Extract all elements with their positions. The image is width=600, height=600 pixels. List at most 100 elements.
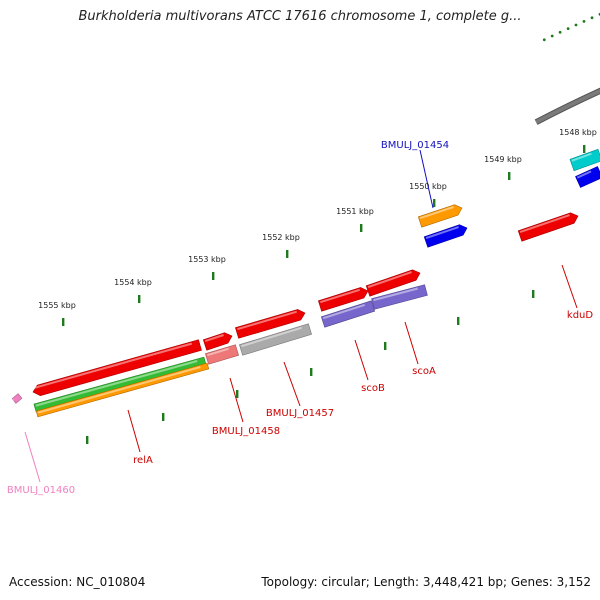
gene-body (417, 204, 463, 228)
major-tick (212, 272, 215, 280)
gene-bmulj-01457 (235, 309, 306, 339)
gene-bmulj-01454-orange (417, 204, 463, 228)
gene-highlight (367, 271, 412, 289)
genome-summary: Topology: circular; Length: 3,448,421 bp… (261, 575, 591, 589)
gene-highlight (204, 334, 224, 343)
minor-tick (590, 16, 594, 20)
gene-label[interactable]: relA (133, 455, 153, 466)
gene-highlight (576, 170, 592, 179)
gene-body (235, 309, 306, 339)
gene-cyan (569, 148, 600, 172)
kbp-tick-label: 1549 kbp (484, 155, 522, 164)
gene-highlight (571, 152, 592, 162)
gene-highlight (37, 366, 201, 414)
major-tick (236, 390, 239, 398)
map-title: Burkholderia multivorans ATCC 17616 chro… (78, 9, 522, 24)
gene-highlight (319, 288, 361, 304)
gene-bmulj-01458-band (205, 344, 239, 365)
gene-body (32, 339, 202, 397)
label-layer: BMULJ_01454 kduD scoA scoB BMULJ_01457 BMULJ_… (7, 140, 593, 496)
gene-bmulj-01460 (11, 393, 23, 404)
gene-highlight (33, 342, 193, 390)
kbp-tick-label: 1554 kbp (114, 278, 152, 287)
minor-tick (574, 23, 578, 27)
major-tick (532, 290, 535, 298)
major-tick (457, 317, 460, 325)
gene-bmulj-01454-blue (423, 224, 468, 248)
gene-highlight (419, 206, 454, 220)
major-tick (384, 342, 387, 350)
major-tick (508, 172, 511, 180)
gene-leader-line (229, 377, 244, 423)
major-tick (310, 368, 313, 376)
gene-label[interactable]: BMULJ_01458 (212, 426, 280, 437)
major-tick (286, 250, 289, 258)
gene-label[interactable]: BMULJ_01460 (7, 485, 75, 496)
gene-label[interactable]: BMULJ_01454 (381, 140, 449, 151)
gene-kdud (517, 212, 579, 242)
accession-text: Accession: NC_010804 (9, 575, 146, 589)
gene-body (365, 269, 421, 297)
outer-tick-ring (542, 12, 600, 42)
gene-label[interactable]: scoB (361, 383, 385, 394)
gene-body (205, 344, 239, 365)
gene-label[interactable]: scoA (412, 366, 436, 377)
major-tick (62, 318, 65, 326)
gene-leader-line (404, 321, 419, 365)
gene-label[interactable]: BMULJ_01457 (266, 408, 334, 419)
gene-body (371, 284, 428, 310)
gene-highlight (207, 347, 229, 357)
gene-rela-orange (35, 362, 210, 418)
major-tick (583, 145, 586, 153)
minor-tick (550, 34, 554, 38)
gene-body (318, 287, 369, 312)
kbp-tick-label: 1551 kbp (336, 207, 374, 216)
gene-body (35, 362, 210, 418)
gene-body (11, 393, 23, 404)
gene-body (569, 148, 600, 172)
gene-bmulj-01457-band (239, 323, 312, 356)
gene-body (320, 300, 376, 328)
gene-highlight (322, 303, 366, 320)
gene-scoa (365, 269, 421, 297)
gene-body (575, 166, 600, 188)
kbp-tick-label: 1555 kbp (38, 301, 76, 310)
gene-leader-line (419, 149, 434, 209)
minor-tick (582, 20, 586, 23)
gene-scob (318, 287, 369, 312)
chromosome-backbone (535, 88, 600, 124)
gene-body (423, 224, 468, 248)
gene-highlight (237, 310, 297, 331)
major-tick (138, 295, 141, 303)
gene-scoa-band (371, 284, 428, 310)
gene-body (517, 212, 579, 242)
major-tick (86, 436, 89, 444)
kbp-tick-label: 1553 kbp (188, 255, 226, 264)
gene-blue-outer (575, 166, 600, 188)
kbp-tick-label: 1552 kbp (262, 233, 300, 242)
gene-highlight (519, 214, 570, 234)
minor-tick (558, 30, 562, 34)
gene-body (202, 332, 233, 351)
major-tick (360, 224, 363, 232)
gene-rela (32, 339, 202, 397)
gene-body (239, 323, 312, 356)
major-tick (162, 413, 165, 421)
leader-layer (24, 149, 578, 483)
gene-bmulj-01458 (202, 332, 233, 351)
gene-highlight (373, 287, 419, 302)
major-tick (433, 199, 436, 207)
minor-tick (542, 38, 546, 42)
minor-tick (566, 27, 570, 30)
gene-highlight (35, 360, 198, 407)
gene-leader-line (127, 409, 141, 453)
gene-highlight (241, 326, 302, 348)
gene-scob-band (320, 300, 376, 328)
gene-highlight (425, 226, 459, 240)
gene-leader-line (24, 431, 41, 483)
kbp-tick-label: 1548 kbp (559, 128, 597, 137)
gene-leader-line (561, 264, 578, 309)
gene-leader-line (354, 339, 369, 381)
gene-label[interactable]: kduD (567, 310, 593, 321)
